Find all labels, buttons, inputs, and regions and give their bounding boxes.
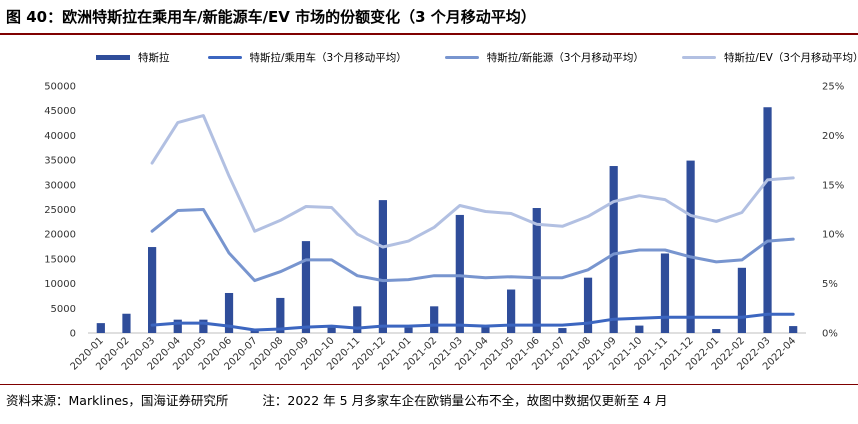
legend-item-tesla: 特斯拉 — [96, 50, 170, 65]
bar-tesla — [148, 247, 157, 333]
legend-label: 特斯拉/EV（3个月移动平均） — [723, 52, 858, 64]
bar-tesla — [635, 325, 644, 333]
y-left-tick-label: 10000 — [44, 279, 76, 290]
y-left-tick-label: 30000 — [44, 180, 76, 191]
bar-tesla — [712, 329, 721, 333]
bar-tesla — [455, 214, 464, 333]
y-left-tick-label: 15000 — [44, 254, 76, 265]
chart-canvas: 0 5000 10000 15000 20000 25000 30000 35000 40000… — [44, 82, 844, 373]
bar-tesla — [301, 241, 311, 333]
y-left-tick-label: 25000 — [44, 205, 76, 216]
bar-tesla — [737, 267, 746, 333]
bar-tesla — [609, 166, 618, 333]
title-divider — [0, 33, 858, 35]
y-right-tick-label: 10% — [822, 230, 844, 241]
legend-swatch — [207, 56, 242, 59]
y-left-tick-label: 40000 — [44, 131, 76, 142]
y-right-tick-label: 15% — [822, 180, 844, 191]
bar-tesla — [96, 323, 105, 333]
y-right-tick-label: 25% — [822, 82, 844, 93]
bar-tesla — [327, 327, 336, 333]
y-left-tick-label: 5000 — [51, 304, 76, 315]
y-left-tick-label: 0 — [70, 329, 76, 340]
legend-item-nev-share: 特斯拉/新能源（3个月移动平均） — [444, 50, 644, 65]
legend-swatch — [444, 56, 479, 59]
bar-tesla — [224, 292, 234, 333]
y-right-tick-label: 0% — [822, 329, 838, 340]
figure-title: 图 40：欧洲特斯拉在乘用车/新能源车/EV 市场的份额变化（3 个月移动平均） — [6, 8, 536, 26]
y-left-tick-label: 35000 — [44, 156, 76, 167]
legend-label: 特斯拉/乘用车（3个月移动平均） — [249, 52, 407, 64]
line-series-2 — [150, 208, 795, 283]
bar-tesla — [507, 289, 516, 333]
source-divider — [0, 384, 858, 385]
source-line: 资料来源：Marklines，国海证券研究所 注：2022 年 5 月多家车企在… — [6, 390, 667, 409]
y-right-tick-label: 20% — [822, 131, 844, 142]
legend-label: 特斯拉/新能源（3个月移动平均） — [486, 52, 644, 64]
legend-swatch — [681, 56, 716, 59]
line-series-1 — [150, 312, 795, 332]
bar-tesla — [404, 327, 413, 333]
bar-tesla — [353, 306, 362, 333]
footnote-text: 注：2022 年 5 月多家车企在欧销量公布不全，故图中数据仅更新至 4 月 — [262, 393, 668, 408]
bar-tesla — [686, 160, 695, 333]
bar-tesla — [199, 319, 208, 333]
bar-tesla — [763, 107, 772, 333]
bar-tesla — [558, 328, 567, 333]
bar-tesla — [532, 208, 541, 333]
chart-legend: 特斯拉 特斯拉/乘用车（3个月移动平均） 特斯拉/新能源（3个月移动平均） 特斯… — [96, 50, 858, 65]
y-left-tick-label: 20000 — [44, 230, 76, 241]
line-series-3 — [150, 114, 795, 249]
y-left-tick-label: 50000 — [44, 82, 76, 93]
legend-swatch — [96, 55, 130, 60]
bar-tesla — [430, 306, 439, 333]
y-right-tick-label: 5% — [822, 279, 838, 290]
bar-tesla — [276, 297, 285, 333]
bar-tesla — [660, 253, 670, 333]
legend-item-ev-share: 特斯拉/EV（3个月移动平均） — [681, 50, 858, 65]
legend-label: 特斯拉 — [138, 52, 170, 64]
legend-item-pv-share: 特斯拉/乘用车（3个月移动平均） — [207, 50, 407, 65]
bar-tesla — [481, 327, 490, 333]
bar-tesla — [378, 200, 387, 333]
bar-tesla — [789, 326, 798, 333]
bar-tesla — [122, 313, 131, 333]
source-text: 资料来源：Marklines，国海证券研究所 — [6, 393, 229, 408]
y-left-tick-label: 45000 — [44, 106, 76, 117]
bar-tesla — [173, 319, 182, 333]
bar-tesla — [583, 277, 593, 333]
